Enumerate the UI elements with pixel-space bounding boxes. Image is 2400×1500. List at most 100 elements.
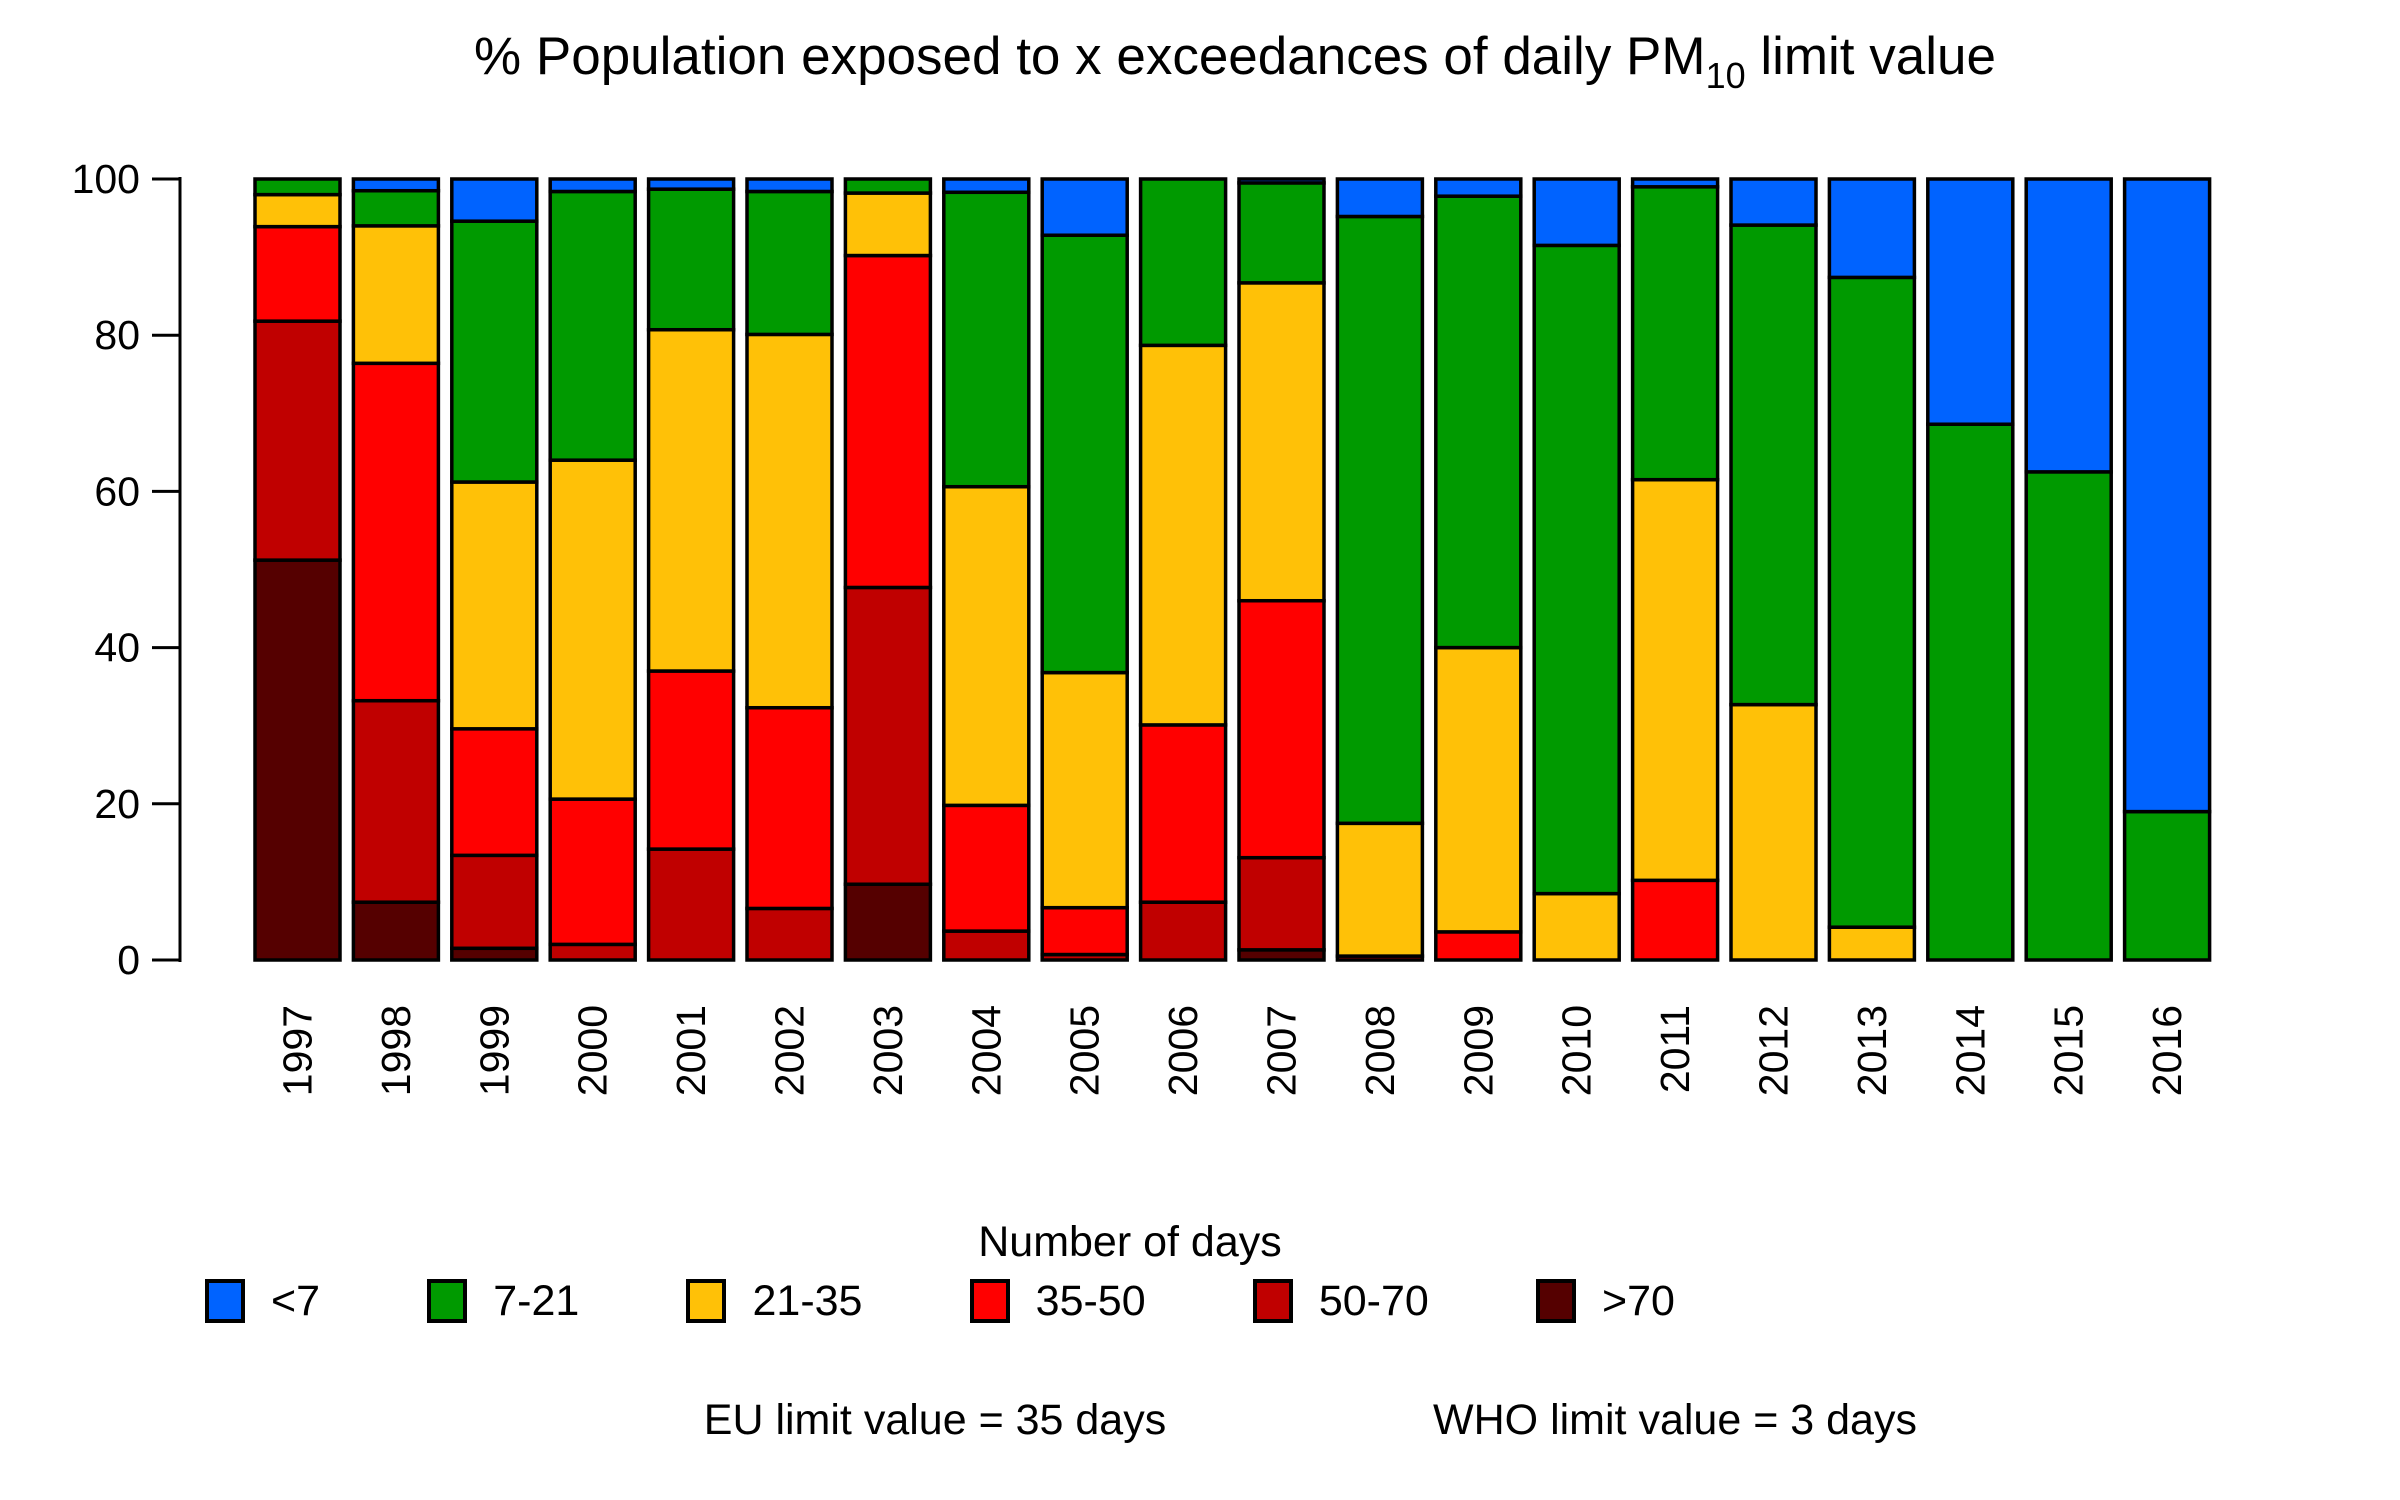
x-axis-year-label: 1999 bbox=[471, 1005, 517, 1096]
bar-segment-1998 bbox=[351, 698, 441, 904]
bar-segment-2010 bbox=[1532, 177, 1621, 248]
bar-segment-2005 bbox=[1040, 670, 1129, 910]
legend-item-4: 50-70 bbox=[1252, 1277, 1429, 1326]
bar-segment-2005 bbox=[1040, 233, 1129, 675]
bar-segment-1998 bbox=[351, 900, 441, 962]
bar-segment-1997 bbox=[253, 177, 342, 197]
bar-segment-2016 bbox=[2122, 177, 2212, 814]
chart-title-text: % Population exposed to x exceedances of… bbox=[474, 27, 1706, 86]
eu-limit-annotation: EU limit value = 35 days bbox=[703, 1396, 1167, 1444]
bar-segment-2013 bbox=[1827, 275, 1917, 929]
x-axis-year-label: 2007 bbox=[1259, 1005, 1305, 1096]
bar-segment-1999 bbox=[450, 219, 539, 484]
x-axis-year-label: 2002 bbox=[767, 1005, 813, 1096]
bar-segment-2013 bbox=[1827, 177, 1917, 280]
x-axis-year-label: 2016 bbox=[2144, 1005, 2190, 1096]
bar-segment-2008 bbox=[1335, 821, 1425, 958]
bar-segment-2009 bbox=[1434, 645, 1523, 934]
bar-segment-2011 bbox=[1630, 177, 1720, 189]
bar-segment-1997 bbox=[253, 558, 342, 962]
y-axis-tick-label: 60 bbox=[94, 468, 140, 514]
bar-segment-2004 bbox=[942, 803, 1031, 933]
bar-segment-2016 bbox=[2122, 809, 2212, 962]
y-axis-tick-label: 0 bbox=[117, 937, 140, 983]
bar-segment-2012 bbox=[1729, 223, 1818, 707]
bar-segment-1999 bbox=[450, 727, 539, 858]
legend-title: Number of days bbox=[978, 1218, 1282, 1266]
bar-segment-2007 bbox=[1237, 855, 1326, 952]
bar-segment-2009 bbox=[1434, 177, 1523, 198]
bar-segment-2003 bbox=[843, 585, 933, 886]
x-axis-year-label: 2009 bbox=[1455, 1005, 1501, 1096]
legend-item-1: 7-21 bbox=[427, 1277, 579, 1326]
chart-title-subscript: 10 bbox=[1705, 55, 1746, 96]
bar-segment-2001 bbox=[646, 669, 736, 851]
bar-segment-2002 bbox=[745, 906, 834, 962]
legend-swatch-3 bbox=[969, 1279, 1010, 1323]
bar-segment-2007 bbox=[1237, 598, 1326, 860]
bar-segment-2001 bbox=[646, 327, 736, 673]
x-axis-year-label: 2014 bbox=[1947, 1005, 1993, 1096]
legend-label-3: 35-50 bbox=[1035, 1276, 1146, 1325]
bar-segment-2014 bbox=[1926, 177, 2015, 426]
bar-segment-1999 bbox=[450, 480, 539, 731]
bar-segment-2001 bbox=[646, 187, 736, 332]
x-axis-year-label: 2015 bbox=[2046, 1005, 2092, 1096]
legend-label-1: 7-21 bbox=[493, 1276, 580, 1325]
bar-segment-2011 bbox=[1630, 878, 1720, 962]
bar-segment-2003 bbox=[843, 191, 933, 258]
legend-label-0: <7 bbox=[271, 1276, 321, 1325]
bar-segment-2007 bbox=[1237, 281, 1326, 603]
bar-segment-2011 bbox=[1630, 185, 1720, 482]
bar-segment-1999 bbox=[450, 177, 539, 223]
bar-segment-2015 bbox=[2024, 470, 2113, 962]
x-axis-year-label: 2008 bbox=[1357, 1005, 1403, 1096]
bar-segment-1999 bbox=[450, 946, 539, 962]
x-axis-year-label: 2011 bbox=[1652, 1005, 1698, 1093]
x-axis-year-label: 2005 bbox=[1062, 1005, 1108, 1096]
bar-segment-2007 bbox=[1237, 181, 1326, 285]
x-axis-year-label: 2013 bbox=[1849, 1005, 1895, 1096]
x-axis-year-label: 2003 bbox=[865, 1005, 911, 1096]
x-axis-year-label: 2004 bbox=[963, 1005, 1009, 1096]
x-axis-year-label: 1998 bbox=[373, 1005, 419, 1096]
bar-segment-1999 bbox=[450, 853, 539, 951]
bar-segment-1997 bbox=[253, 224, 342, 323]
bar-segment-2002 bbox=[745, 705, 834, 911]
legend-label-5: >70 bbox=[1602, 1276, 1675, 1325]
bar-segment-2014 bbox=[1926, 422, 2015, 962]
legend-swatch-1 bbox=[427, 1279, 468, 1323]
bar-segment-2002 bbox=[745, 189, 834, 337]
bar-segment-2004 bbox=[942, 484, 1031, 808]
bar-segment-1998 bbox=[351, 177, 441, 193]
legend-swatch-0 bbox=[205, 1279, 245, 1323]
bar-segment-2010 bbox=[1532, 243, 1621, 896]
bar-segment-2006 bbox=[1138, 723, 1228, 904]
bar-segment-2006 bbox=[1138, 343, 1228, 727]
legend: <7 7-21 21-35 35-50 50-70 >70 bbox=[205, 1276, 1675, 1326]
stacked-bar-plot: 0 20 40 60 80 100 1997 1998 1999 2000 2001 2002 2003… bbox=[72, 156, 2212, 1096]
bar-segment-2002 bbox=[745, 177, 834, 194]
bar-segment-2002 bbox=[745, 332, 834, 710]
bar-segment-2011 bbox=[1630, 477, 1720, 883]
bar-segment-1998 bbox=[351, 361, 441, 703]
bar-segment-2000 bbox=[548, 942, 637, 962]
bar-segment-2004 bbox=[942, 929, 1031, 962]
bar-segment-2009 bbox=[1434, 930, 1523, 962]
bar-segment-2003 bbox=[843, 177, 933, 195]
bar-segment-2012 bbox=[1729, 702, 1818, 962]
x-axis-year-label: 2000 bbox=[570, 1005, 616, 1096]
x-axis-year-label: 1997 bbox=[275, 1005, 321, 1096]
y-axis-tick-label: 40 bbox=[94, 625, 140, 671]
legend-item-3: 35-50 bbox=[969, 1276, 1146, 1326]
bar-segment-2001 bbox=[646, 177, 736, 191]
y-axis-tick-label: 20 bbox=[94, 781, 140, 827]
x-axis-year-label: 2010 bbox=[1554, 1005, 1600, 1096]
bar-segment-1998 bbox=[351, 224, 441, 366]
bar-segment-1997 bbox=[253, 319, 342, 562]
bar-segment-2015 bbox=[2024, 177, 2113, 474]
y-axis-tick-label: 80 bbox=[94, 312, 140, 358]
bar-segment-2013 bbox=[1827, 925, 1917, 962]
x-axis-year-label: 2006 bbox=[1160, 1005, 1206, 1096]
x-axis-year-label: 2012 bbox=[1751, 1005, 1797, 1096]
